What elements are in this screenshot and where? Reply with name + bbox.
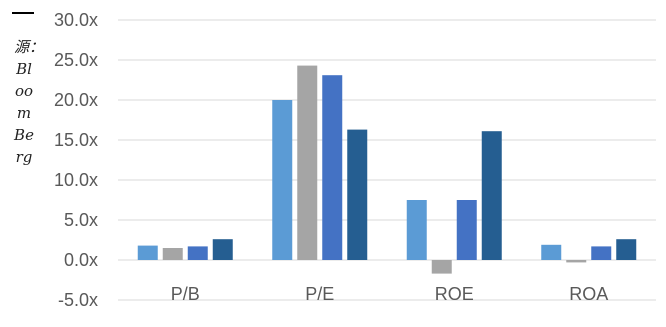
y-tick-label: 5.0x [64, 210, 98, 230]
bar [456, 200, 477, 260]
y-tick-label: 15.0x [54, 130, 98, 150]
bar [406, 200, 427, 260]
bar [481, 131, 502, 260]
bar [297, 65, 318, 260]
y-tick-label: 20.0x [54, 90, 98, 110]
bar [137, 245, 158, 260]
bar [616, 239, 637, 260]
bar [541, 244, 562, 260]
bar [162, 248, 183, 260]
bar [566, 260, 587, 263]
y-tick-label: 0.0x [64, 250, 98, 270]
x-category-label: P/B [171, 284, 200, 304]
y-tick-label: 10.0x [54, 170, 98, 190]
bar [431, 260, 452, 274]
bar [347, 129, 368, 260]
y-tick-label: 30.0x [54, 10, 98, 30]
y-tick-label: -5.0x [58, 290, 98, 310]
x-category-label: ROE [435, 284, 474, 304]
source-marker-line [12, 12, 34, 14]
y-tick-label: 25.0x [54, 50, 98, 70]
bar [212, 239, 233, 260]
x-category-label: P/E [305, 284, 334, 304]
bar [272, 100, 293, 260]
x-category-label: ROA [569, 284, 608, 304]
bar [187, 246, 208, 260]
bar [322, 75, 343, 260]
bar [591, 246, 612, 260]
